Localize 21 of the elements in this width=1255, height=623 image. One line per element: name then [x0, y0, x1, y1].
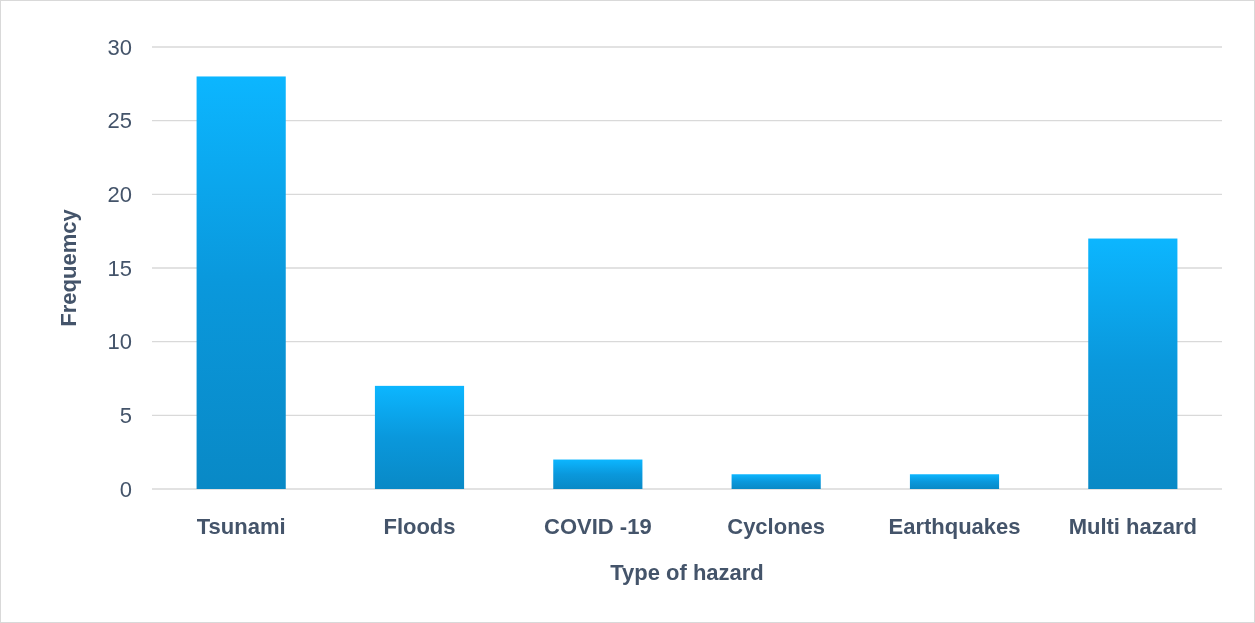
bar: [731, 474, 821, 489]
x-tick-label: Cyclones: [727, 514, 826, 539]
x-tick-label: Floods: [383, 514, 456, 539]
bar: [196, 76, 286, 489]
y-tick-label: 20: [107, 182, 132, 208]
x-tick-label: Tsunami: [196, 514, 286, 539]
y-tick-label: 5: [119, 403, 132, 429]
bar: [553, 459, 643, 489]
x-tick-label: Earthquakes: [888, 514, 1021, 539]
x-tick-label: COVID -19: [544, 514, 652, 539]
y-tick-label: 30: [107, 34, 132, 60]
bar: [1088, 238, 1178, 489]
y-tick-label: 25: [107, 108, 132, 134]
y-tick-label: 10: [107, 329, 132, 355]
y-tick-label: 0: [119, 476, 132, 502]
bar: [909, 474, 1000, 489]
y-tick-label: 15: [107, 255, 132, 281]
x-tick-label: Multi hazard: [1068, 514, 1198, 539]
x-axis-title: Type of hazard: [610, 560, 764, 585]
bar: [374, 385, 465, 489]
y-axis-title: Frequemcy: [56, 208, 81, 327]
